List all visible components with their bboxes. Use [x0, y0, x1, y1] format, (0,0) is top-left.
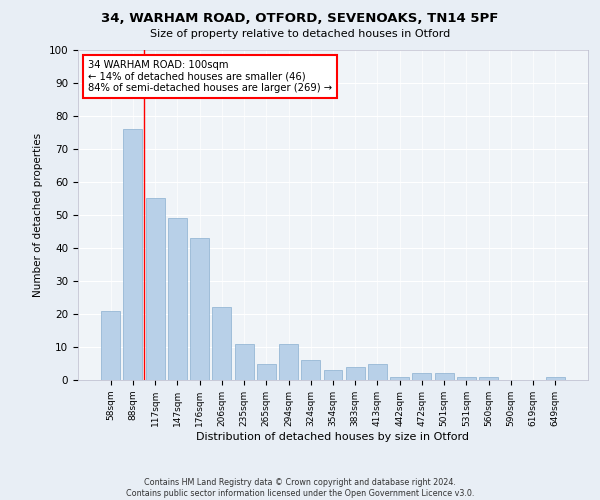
- Bar: [479, 376, 498, 380]
- Bar: [368, 364, 387, 380]
- Bar: [346, 367, 365, 380]
- Bar: [546, 376, 565, 380]
- Bar: [435, 374, 454, 380]
- Bar: [168, 218, 187, 380]
- Bar: [212, 308, 231, 380]
- Bar: [457, 376, 476, 380]
- Bar: [124, 129, 142, 380]
- Bar: [235, 344, 254, 380]
- Bar: [101, 310, 120, 380]
- Bar: [390, 376, 409, 380]
- Bar: [190, 238, 209, 380]
- Bar: [323, 370, 343, 380]
- Text: 34, WARHAM ROAD, OTFORD, SEVENOAKS, TN14 5PF: 34, WARHAM ROAD, OTFORD, SEVENOAKS, TN14…: [101, 12, 499, 26]
- Text: Size of property relative to detached houses in Otford: Size of property relative to detached ho…: [150, 29, 450, 39]
- Bar: [257, 364, 276, 380]
- Y-axis label: Number of detached properties: Number of detached properties: [33, 133, 43, 297]
- Text: Contains HM Land Registry data © Crown copyright and database right 2024.
Contai: Contains HM Land Registry data © Crown c…: [126, 478, 474, 498]
- Bar: [146, 198, 164, 380]
- Bar: [301, 360, 320, 380]
- Bar: [279, 344, 298, 380]
- Text: 34 WARHAM ROAD: 100sqm
← 14% of detached houses are smaller (46)
84% of semi-det: 34 WARHAM ROAD: 100sqm ← 14% of detached…: [88, 60, 332, 93]
- Bar: [412, 374, 431, 380]
- X-axis label: Distribution of detached houses by size in Otford: Distribution of detached houses by size …: [197, 432, 470, 442]
